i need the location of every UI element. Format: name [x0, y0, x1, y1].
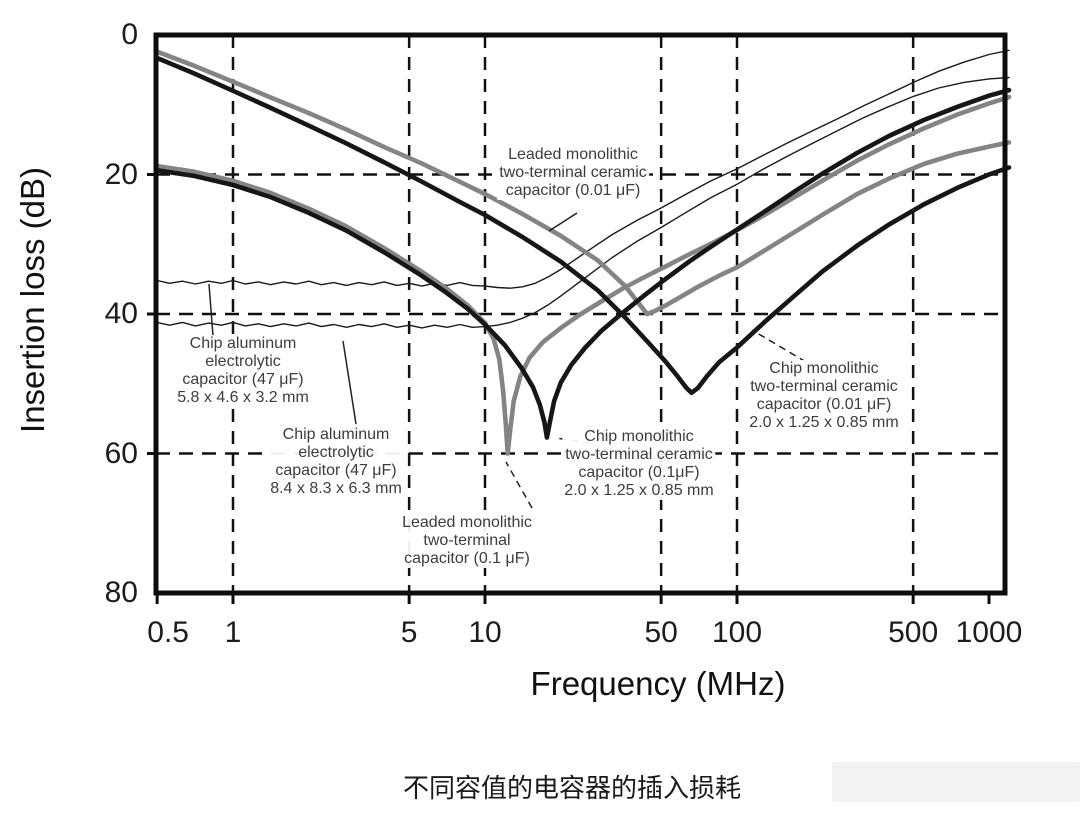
annotation-line: 2.0 x 1.25 x 0.85 mm: [564, 482, 714, 499]
curve-elec_8p4: [156, 76, 1010, 329]
anno-chip-0p01: Chip monolithic two-terminal ceramic capac…: [747, 360, 901, 432]
annotation-line: Chip aluminum: [189, 335, 297, 352]
x-axis-title: Frequency (MHz): [530, 665, 786, 702]
anno-elec-5p8: Chip aluminum electrolytic capacitor (47 μ…: [175, 335, 311, 407]
curve-leaded_0p1: [154, 94, 1012, 456]
annotation-line: two-terminal ceramic: [750, 378, 898, 395]
annotation-line: electrolytic: [298, 444, 374, 461]
x-tick-label-100: 100: [711, 616, 763, 649]
annotation-line: 8.4 x 8.3 x 6.3 mm: [270, 480, 402, 497]
watermark-smudge: [832, 762, 1080, 802]
x-tick-label-1: 1: [224, 616, 242, 649]
annotation-line: electrolytic: [205, 353, 281, 370]
y-tick-label-80: 80: [104, 576, 138, 609]
anno-elec-5p8-pointer: [208, 283, 214, 337]
x-tick-label-500: 500: [888, 616, 939, 649]
y-tick-label-40: 40: [104, 297, 138, 330]
annotation-line: capacitor (47 μF): [182, 371, 304, 388]
annotation-line: capacitor (0.1 μF): [404, 550, 530, 567]
anno-leaded-0p1: Leaded monolithic two-terminal capacitor (…: [400, 514, 534, 568]
annotation-line: Chip monolithic: [584, 428, 694, 445]
x-tick-label-5: 5: [400, 616, 418, 649]
annotation-line: Chip aluminum: [282, 426, 390, 443]
annotation-line: Leaded monolithic: [402, 514, 532, 531]
y-tick-label-0: 0: [121, 18, 138, 51]
annotation-line: Leaded monolithic: [508, 146, 638, 163]
annotation-line: two-terminal ceramic: [499, 164, 647, 181]
curve-elec_5p8: [156, 49, 1010, 289]
x-tick-label-1000: 1000: [955, 616, 1023, 649]
curve-chip_0p01: [154, 55, 1012, 396]
annotation-line: 5.8 x 4.6 x 3.2 mm: [177, 389, 309, 406]
anno-leaded-0p01-pointer: [548, 212, 578, 232]
x-tick-label-0.5: 0.5: [147, 616, 189, 649]
anno-leaded-0p01: Leaded monolithic two-terminal ceramic cap…: [497, 146, 649, 200]
y-axis-title: Insertion loss (dB): [14, 167, 51, 433]
anno-elec-8p4-pointer: [342, 340, 357, 425]
anno-chip-0p01-pointer: [751, 329, 807, 363]
annotation-line: two-terminal ceramic: [565, 446, 713, 463]
anno-elec-8p4: Chip aluminum electrolytic capacitor (47 μ…: [268, 426, 404, 498]
annotation-line: two-terminal: [423, 532, 511, 549]
annotation-line: capacitor (0.01 μF): [505, 182, 641, 199]
anno-chip-0p1: Chip monolithic two-terminal ceramic capac…: [562, 428, 716, 500]
annotation-line: Chip monolithic: [769, 360, 879, 377]
curve-layer: [154, 49, 1012, 456]
annotation-line: capacitor (47 μF): [275, 462, 397, 479]
y-tick-label-60: 60: [104, 436, 138, 470]
annotation-pointer-layer: [208, 212, 807, 509]
tick-mark-layer: [147, 173, 991, 604]
anno-leaded-0p1-pointer: [505, 461, 533, 509]
annotation-line: 2.0 x 1.25 x 0.85 mm: [749, 414, 899, 431]
x-tick-label-50: 50: [644, 616, 678, 649]
x-tick-label-10: 10: [468, 616, 502, 649]
annotation-line: capacitor (0.01 μF): [756, 396, 892, 413]
y-tick-label-20: 20: [104, 157, 138, 191]
curve-chip_0p1: [154, 87, 1012, 440]
figure-caption: 不同容值的电容器的插入损耗: [402, 774, 742, 803]
annotation-line: capacitor (0.1μF): [578, 464, 700, 481]
curve-leaded_0p01: [154, 49, 1012, 317]
